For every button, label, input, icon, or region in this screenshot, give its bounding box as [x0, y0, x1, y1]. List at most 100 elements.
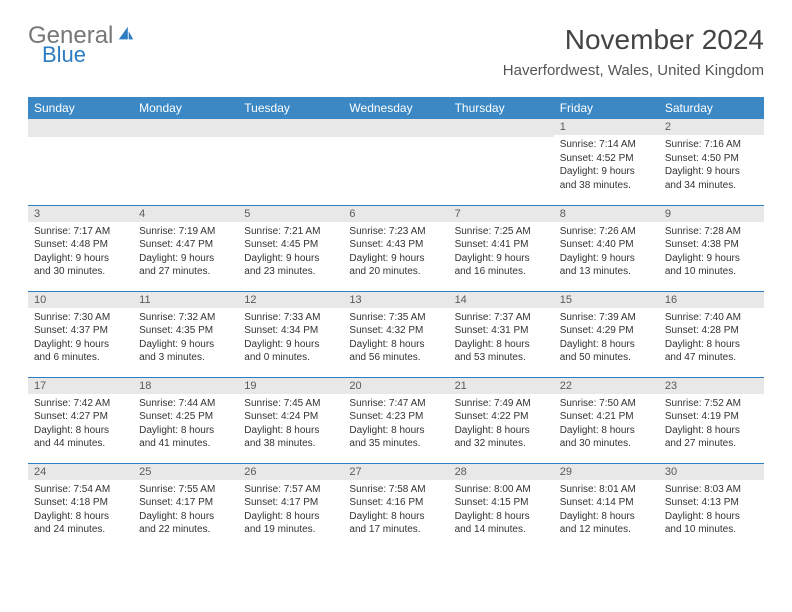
day-number: 1 [554, 119, 659, 135]
day-cell: 28Sunrise: 8:00 AMSunset: 4:15 PMDayligh… [449, 463, 554, 549]
sunset-line: Sunset: 4:45 PM [244, 238, 337, 252]
sunrise-line: Sunrise: 7:14 AM [560, 138, 653, 152]
week-row: 24Sunrise: 7:54 AMSunset: 4:18 PMDayligh… [28, 463, 764, 549]
sunrise-line: Sunrise: 7:52 AM [665, 397, 758, 411]
sunset-line: Sunset: 4:17 PM [139, 496, 232, 510]
sunset-line: Sunset: 4:35 PM [139, 324, 232, 338]
day-cell: 10Sunrise: 7:30 AMSunset: 4:37 PMDayligh… [28, 291, 133, 377]
day-number: 25 [133, 464, 238, 480]
day-content: Sunrise: 8:03 AMSunset: 4:13 PMDaylight:… [659, 480, 764, 541]
sunset-line: Sunset: 4:43 PM [349, 238, 442, 252]
sunrise-line: Sunrise: 7:47 AM [349, 397, 442, 411]
day-number: 8 [554, 206, 659, 222]
sunrise-line: Sunrise: 7:32 AM [139, 311, 232, 325]
weekday-header: Sunday [28, 97, 133, 119]
sunrise-line: Sunrise: 7:44 AM [139, 397, 232, 411]
sunset-line: Sunset: 4:16 PM [349, 496, 442, 510]
header: General Blue November 2024 Haverfordwest… [28, 24, 764, 79]
day-cell: 25Sunrise: 7:55 AMSunset: 4:17 PMDayligh… [133, 463, 238, 549]
day-number: 3 [28, 206, 133, 222]
sunrise-line: Sunrise: 7:50 AM [560, 397, 653, 411]
day-content: Sunrise: 7:52 AMSunset: 4:19 PMDaylight:… [659, 394, 764, 455]
day-cell: 1Sunrise: 7:14 AMSunset: 4:52 PMDaylight… [554, 119, 659, 205]
day-cell: 3Sunrise: 7:17 AMSunset: 4:48 PMDaylight… [28, 205, 133, 291]
sunset-line: Sunset: 4:25 PM [139, 410, 232, 424]
daylight-line: Daylight: 9 hours and 23 minutes. [244, 252, 337, 279]
day-number: 2 [659, 119, 764, 135]
sunrise-line: Sunrise: 7:25 AM [455, 225, 548, 239]
sunrise-line: Sunrise: 7:23 AM [349, 225, 442, 239]
day-content: Sunrise: 7:14 AMSunset: 4:52 PMDaylight:… [554, 135, 659, 196]
sunrise-line: Sunrise: 7:21 AM [244, 225, 337, 239]
daylight-line: Daylight: 9 hours and 34 minutes. [665, 165, 758, 192]
day-content: Sunrise: 7:54 AMSunset: 4:18 PMDaylight:… [28, 480, 133, 541]
daylight-line: Daylight: 8 hours and 30 minutes. [560, 424, 653, 451]
day-cell: 14Sunrise: 7:37 AMSunset: 4:31 PMDayligh… [449, 291, 554, 377]
empty-daynum-bar [449, 119, 554, 137]
day-number: 24 [28, 464, 133, 480]
empty-daynum-bar [28, 119, 133, 137]
day-number: 16 [659, 292, 764, 308]
day-number: 19 [238, 378, 343, 394]
daylight-line: Daylight: 9 hours and 16 minutes. [455, 252, 548, 279]
page-title: November 2024 [503, 24, 764, 56]
day-content: Sunrise: 7:39 AMSunset: 4:29 PMDaylight:… [554, 308, 659, 369]
day-cell: 19Sunrise: 7:45 AMSunset: 4:24 PMDayligh… [238, 377, 343, 463]
daylight-line: Daylight: 9 hours and 3 minutes. [139, 338, 232, 365]
day-content: Sunrise: 7:17 AMSunset: 4:48 PMDaylight:… [28, 222, 133, 283]
day-cell [133, 119, 238, 205]
day-number: 28 [449, 464, 554, 480]
day-cell: 15Sunrise: 7:39 AMSunset: 4:29 PMDayligh… [554, 291, 659, 377]
day-content: Sunrise: 7:40 AMSunset: 4:28 PMDaylight:… [659, 308, 764, 369]
day-number: 20 [343, 378, 448, 394]
brand-word2: Blue [42, 44, 135, 66]
week-row: 17Sunrise: 7:42 AMSunset: 4:27 PMDayligh… [28, 377, 764, 463]
sunrise-line: Sunrise: 8:01 AM [560, 483, 653, 497]
sunset-line: Sunset: 4:28 PM [665, 324, 758, 338]
sunset-line: Sunset: 4:32 PM [349, 324, 442, 338]
sunrise-line: Sunrise: 7:28 AM [665, 225, 758, 239]
daylight-line: Daylight: 8 hours and 27 minutes. [665, 424, 758, 451]
daylight-line: Daylight: 8 hours and 12 minutes. [560, 510, 653, 537]
weekday-header-row: SundayMondayTuesdayWednesdayThursdayFrid… [28, 97, 764, 119]
day-number: 17 [28, 378, 133, 394]
day-number: 15 [554, 292, 659, 308]
day-content: Sunrise: 7:55 AMSunset: 4:17 PMDaylight:… [133, 480, 238, 541]
day-cell: 23Sunrise: 7:52 AMSunset: 4:19 PMDayligh… [659, 377, 764, 463]
day-cell: 16Sunrise: 7:40 AMSunset: 4:28 PMDayligh… [659, 291, 764, 377]
week-row: 10Sunrise: 7:30 AMSunset: 4:37 PMDayligh… [28, 291, 764, 377]
day-number: 23 [659, 378, 764, 394]
daylight-line: Daylight: 8 hours and 19 minutes. [244, 510, 337, 537]
daylight-line: Daylight: 9 hours and 27 minutes. [139, 252, 232, 279]
daylight-line: Daylight: 8 hours and 47 minutes. [665, 338, 758, 365]
day-content: Sunrise: 7:57 AMSunset: 4:17 PMDaylight:… [238, 480, 343, 541]
day-content: Sunrise: 7:28 AMSunset: 4:38 PMDaylight:… [659, 222, 764, 283]
sunset-line: Sunset: 4:23 PM [349, 410, 442, 424]
day-content: Sunrise: 7:25 AMSunset: 4:41 PMDaylight:… [449, 222, 554, 283]
day-content: Sunrise: 7:23 AMSunset: 4:43 PMDaylight:… [343, 222, 448, 283]
daylight-line: Daylight: 8 hours and 53 minutes. [455, 338, 548, 365]
day-number: 9 [659, 206, 764, 222]
day-number: 30 [659, 464, 764, 480]
sunset-line: Sunset: 4:47 PM [139, 238, 232, 252]
day-content: Sunrise: 7:37 AMSunset: 4:31 PMDaylight:… [449, 308, 554, 369]
day-number: 4 [133, 206, 238, 222]
sunrise-line: Sunrise: 7:54 AM [34, 483, 127, 497]
sunrise-line: Sunrise: 7:42 AM [34, 397, 127, 411]
daylight-line: Daylight: 8 hours and 10 minutes. [665, 510, 758, 537]
daylight-line: Daylight: 8 hours and 35 minutes. [349, 424, 442, 451]
daylight-line: Daylight: 8 hours and 44 minutes. [34, 424, 127, 451]
sunset-line: Sunset: 4:21 PM [560, 410, 653, 424]
day-cell: 11Sunrise: 7:32 AMSunset: 4:35 PMDayligh… [133, 291, 238, 377]
daylight-line: Daylight: 8 hours and 41 minutes. [139, 424, 232, 451]
day-cell [28, 119, 133, 205]
daylight-line: Daylight: 8 hours and 56 minutes. [349, 338, 442, 365]
day-number: 22 [554, 378, 659, 394]
daylight-line: Daylight: 8 hours and 14 minutes. [455, 510, 548, 537]
day-cell: 8Sunrise: 7:26 AMSunset: 4:40 PMDaylight… [554, 205, 659, 291]
daylight-line: Daylight: 8 hours and 24 minutes. [34, 510, 127, 537]
sunset-line: Sunset: 4:13 PM [665, 496, 758, 510]
day-content: Sunrise: 7:16 AMSunset: 4:50 PMDaylight:… [659, 135, 764, 196]
daylight-line: Daylight: 9 hours and 10 minutes. [665, 252, 758, 279]
day-content: Sunrise: 7:21 AMSunset: 4:45 PMDaylight:… [238, 222, 343, 283]
